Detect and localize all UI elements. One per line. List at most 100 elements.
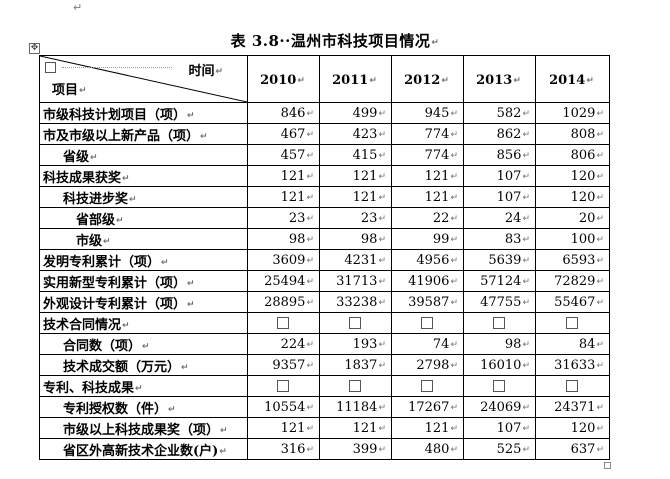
paragraph-mark: ↵ bbox=[378, 423, 386, 434]
value-text: 22 bbox=[432, 210, 450, 226]
table-body: 市级科技计划项目（项）↵ 846↵ 499↵ 945↵ 582↵ 1029↵ 市及市级以上新… bbox=[39, 102, 610, 460]
value-cell: 121↵ bbox=[319, 417, 392, 439]
table-row: 技术合同情况↵ bbox=[39, 312, 610, 334]
value-text: 39587 bbox=[408, 294, 450, 310]
paragraph-mark: ↵ bbox=[378, 213, 386, 224]
row-label-text: 省级 bbox=[63, 149, 90, 165]
value-text: 6593 bbox=[562, 252, 596, 268]
header-row: 时间↵ 项目↵ 2010↵ 2011↵ 2012↵ 2013↵ 2014↵ bbox=[39, 55, 610, 103]
paragraph-mark: ↵ bbox=[142, 341, 150, 352]
paragraph-mark: ↵ bbox=[306, 360, 314, 371]
paragraph-mark: ↵ bbox=[522, 444, 530, 455]
paragraph-mark: ↵ bbox=[596, 402, 604, 413]
paragraph-mark: ↵ bbox=[306, 297, 314, 308]
paragraph-mark: ↵ bbox=[378, 276, 386, 287]
row-label-text: 发明专利累计（项） bbox=[43, 254, 161, 270]
value-cell: 99↵ bbox=[391, 228, 464, 250]
value-cell: 11184↵ bbox=[319, 396, 392, 418]
value-cell: 41906↵ bbox=[391, 270, 464, 292]
value-cell: 4956↵ bbox=[391, 249, 464, 271]
value-cell: 224↵ bbox=[247, 333, 320, 355]
row-label: 市级以上科技成果奖（项）↵ bbox=[39, 417, 248, 439]
paragraph-mark: ↵ bbox=[596, 444, 604, 455]
paragraph-mark: ↵ bbox=[596, 297, 604, 308]
paragraph-mark: ↵ bbox=[522, 276, 530, 287]
paragraph-mark: ↵ bbox=[200, 131, 208, 142]
diagonal-divider bbox=[40, 56, 247, 102]
paragraph-mark: ↵ bbox=[450, 444, 458, 455]
value-text: 16010 bbox=[480, 357, 522, 373]
paragraph-mark: ↵ bbox=[450, 108, 458, 119]
value-cell: 467↵ bbox=[247, 123, 320, 145]
cell-marker-icon bbox=[565, 380, 578, 392]
paragraph-mark: ↵ bbox=[306, 108, 314, 119]
paragraph-mark: ↵ bbox=[181, 362, 189, 373]
value-text: 121 bbox=[424, 189, 450, 205]
row-label-text: 专利、科技成果 bbox=[43, 380, 135, 396]
value-text: 121 bbox=[280, 189, 306, 205]
value-text: 10554 bbox=[264, 399, 306, 415]
paragraph-mark: ↵ bbox=[378, 360, 386, 371]
value-cell: 120↵ bbox=[535, 417, 610, 439]
row-label-text: 市级科技计划项目（项） bbox=[43, 107, 187, 123]
value-text: 11184 bbox=[336, 399, 378, 415]
value-text: 25494 bbox=[264, 273, 306, 289]
table-row: 省级↵ 457↵ 415↵ 774↵ 856↵ 806↵ bbox=[39, 144, 610, 166]
value-cell: 20↵ bbox=[535, 207, 610, 229]
paragraph-mark: ↵ bbox=[522, 423, 530, 434]
row-label-text: 科技成果获奖 bbox=[43, 170, 122, 186]
value-text: 862 bbox=[496, 126, 522, 142]
value-text: 637 bbox=[570, 441, 596, 457]
row-label-text: 技术成交额（万元） bbox=[63, 359, 181, 375]
value-cell: 24069↵ bbox=[463, 396, 536, 418]
value-text: 20 bbox=[578, 210, 596, 226]
paragraph-mark: ↵ bbox=[450, 255, 458, 266]
value-cell: 121↵ bbox=[247, 165, 320, 187]
paragraph-mark: ↵ bbox=[522, 234, 530, 245]
paragraph-mark: ↵ bbox=[522, 297, 530, 308]
value-text: 1837 bbox=[344, 357, 378, 373]
row-label: 市级科技计划项目（项）↵ bbox=[39, 102, 248, 124]
value-cell: 23↵ bbox=[247, 207, 320, 229]
paragraph-mark: ↵ bbox=[378, 255, 386, 266]
paragraph-mark: ↵ bbox=[306, 150, 314, 161]
value-cell: 945↵ bbox=[391, 102, 464, 124]
value-text: 120 bbox=[570, 420, 596, 436]
paragraph-mark: ↵ bbox=[306, 339, 314, 350]
value-cell: 774↵ bbox=[391, 144, 464, 166]
table-move-handle-icon[interactable]: ✥ bbox=[29, 43, 40, 54]
value-cell: 22↵ bbox=[391, 207, 464, 229]
row-label-text: 省部级 bbox=[76, 212, 116, 228]
value-text: 774 bbox=[424, 147, 450, 163]
value-cell: 31633↵ bbox=[535, 354, 610, 376]
year-header-2010: 2010↵ bbox=[247, 55, 320, 103]
row-label-text: 科技进步奖 bbox=[63, 191, 129, 207]
value-cell: 9357↵ bbox=[247, 354, 320, 376]
paragraph-mark: ↵ bbox=[378, 444, 386, 455]
value-text: 121 bbox=[352, 189, 378, 205]
value-text: 423 bbox=[352, 126, 378, 142]
value-cell: 582↵ bbox=[463, 102, 536, 124]
paragraph-mark: ↵ bbox=[450, 276, 458, 287]
header-time-label: 时间↵ bbox=[188, 64, 223, 79]
value-cell: 415↵ bbox=[319, 144, 392, 166]
cell-marker-icon bbox=[276, 380, 289, 392]
table-row: 市级科技计划项目（项）↵ 846↵ 499↵ 945↵ 582↵ 1029↵ bbox=[39, 102, 610, 124]
paragraph-mark: ↵ bbox=[522, 360, 530, 371]
paragraph-mark: ↵ bbox=[378, 339, 386, 350]
row-label: 专利授权数（件）↵ bbox=[39, 396, 248, 418]
paragraph-mark: ↵ bbox=[596, 360, 604, 371]
value-text: 467 bbox=[280, 126, 306, 142]
value-cell: 98↵ bbox=[463, 333, 536, 355]
value-cell: 499↵ bbox=[319, 102, 392, 124]
value-text: 31633 bbox=[554, 357, 596, 373]
paragraph-mark: ↵ bbox=[450, 297, 458, 308]
value-text: 846 bbox=[280, 105, 306, 121]
value-text: 224 bbox=[280, 336, 306, 352]
paragraph-mark: ↵ bbox=[306, 234, 314, 245]
table-resize-handle[interactable] bbox=[604, 462, 611, 469]
value-text: 100 bbox=[570, 231, 596, 247]
empty-cell bbox=[391, 375, 464, 397]
paragraph-mark: ↵ bbox=[168, 404, 176, 415]
value-cell: 5639↵ bbox=[463, 249, 536, 271]
